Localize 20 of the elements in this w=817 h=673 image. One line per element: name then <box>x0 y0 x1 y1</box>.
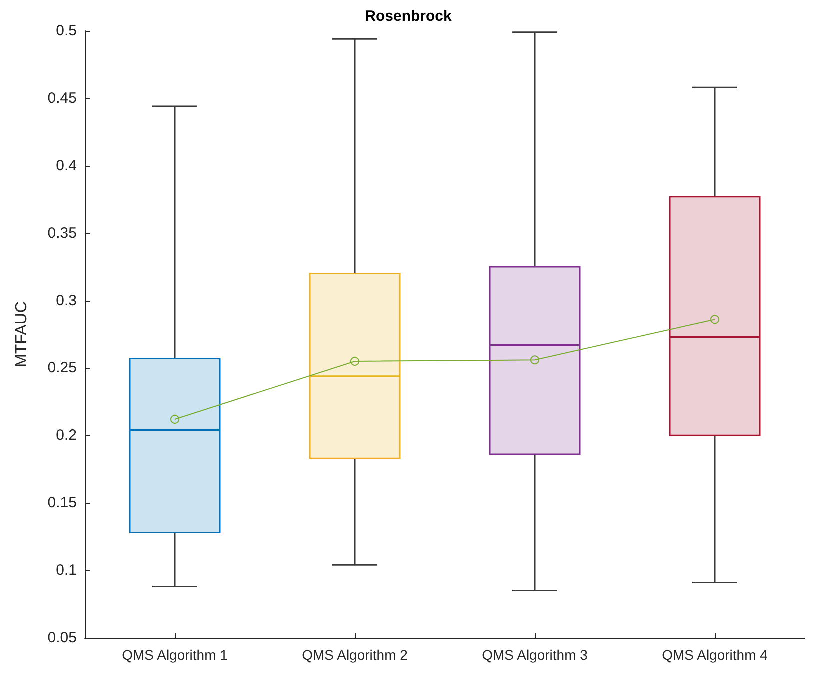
y-tick-label: 0.5 <box>56 22 77 40</box>
x-tick-label: QMS Algorithm 1 <box>122 647 228 663</box>
point <box>530 356 540 365</box>
y-axis-title: MTFAUC <box>14 302 30 368</box>
y-tick-label: 0.35 <box>48 224 77 242</box>
x-tick-label: QMS Algorithm 2 <box>302 647 408 663</box>
y-tick-label: 0.45 <box>48 90 77 107</box>
y-tick-label: 0.2 <box>56 427 77 444</box>
y-tick-label: 0.1 <box>56 562 77 580</box>
x-tick-label: QMS Algorithm 4 <box>662 647 768 663</box>
point <box>710 315 720 324</box>
point <box>170 414 180 424</box>
y-tick-label: 0.05 <box>48 630 77 646</box>
y-tick-label: 0.3 <box>56 292 77 310</box>
y-tick-label: 0.25 <box>48 360 77 377</box>
y-tick-label: 0.15 <box>48 494 77 512</box>
chart-title: Rosenbrock <box>365 8 452 25</box>
point <box>350 356 360 366</box>
y-tick-label: 0.4 <box>56 157 77 174</box>
x-tick-label: QMS Algorithm 3 <box>482 647 588 663</box>
